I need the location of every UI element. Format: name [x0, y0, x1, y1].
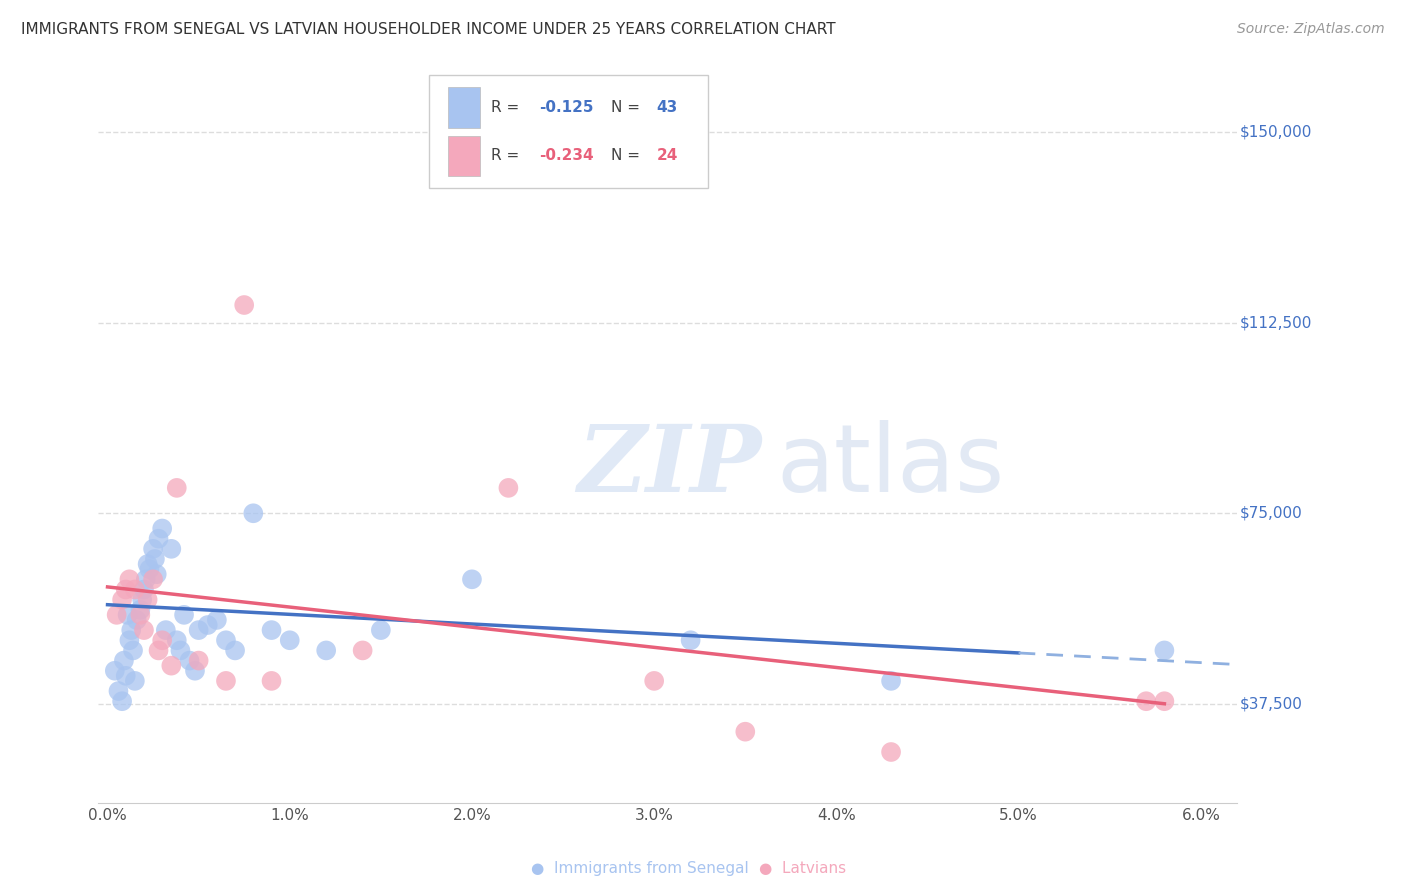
Text: 24: 24 [657, 148, 678, 163]
Point [278, 633, 301, 648]
Point [118, 633, 141, 648]
Text: -0.125: -0.125 [538, 100, 593, 115]
Point [124, 582, 146, 597]
Text: ZIP: ZIP [576, 421, 761, 511]
Point [242, 506, 264, 520]
FancyBboxPatch shape [429, 75, 707, 188]
Point [122, 643, 145, 657]
Point [111, 694, 134, 708]
Point [104, 664, 127, 678]
Point [315, 643, 337, 657]
Point [143, 552, 166, 566]
Point [114, 669, 136, 683]
Point [260, 673, 283, 688]
Point [138, 562, 160, 576]
Point [880, 673, 903, 688]
Point [148, 532, 170, 546]
Text: IMMIGRANTS FROM SENEGAL VS LATVIAN HOUSEHOLDER INCOME UNDER 25 YEARS CORRELATION: IMMIGRANTS FROM SENEGAL VS LATVIAN HOUSE… [21, 22, 835, 37]
Point [155, 623, 177, 637]
Point [125, 613, 148, 627]
Point [205, 613, 228, 627]
Point [132, 623, 155, 637]
Point [132, 582, 155, 597]
Point [145, 567, 167, 582]
Point [461, 572, 484, 586]
Point [1153, 694, 1175, 708]
Point [131, 592, 153, 607]
Point [111, 592, 134, 607]
Point [187, 654, 209, 668]
Point [114, 582, 136, 597]
Bar [449, 87, 479, 128]
Point [117, 607, 139, 622]
Point [142, 572, 165, 586]
Point [679, 633, 702, 648]
Point [150, 633, 173, 648]
Point [112, 654, 135, 668]
Point [187, 623, 209, 637]
Point [370, 623, 392, 637]
Text: atlas: atlas [776, 420, 1004, 512]
Text: ●  Immigrants from Senegal: ● Immigrants from Senegal [531, 861, 749, 876]
Text: N =: N = [612, 100, 645, 115]
Text: $37,500: $37,500 [1240, 697, 1302, 711]
Text: ●  Latvians: ● Latvians [759, 861, 846, 876]
Point [118, 572, 141, 586]
Point [129, 607, 152, 622]
Point [1153, 643, 1175, 657]
Text: Source: ZipAtlas.com: Source: ZipAtlas.com [1237, 22, 1385, 37]
Point [1135, 694, 1157, 708]
Text: $112,500: $112,500 [1240, 315, 1312, 330]
Text: $150,000: $150,000 [1240, 125, 1312, 140]
Text: R =: R = [491, 100, 524, 115]
Point [173, 607, 195, 622]
Point [643, 673, 665, 688]
Point [129, 603, 152, 617]
Point [166, 481, 188, 495]
Point [169, 643, 191, 657]
Text: N =: N = [612, 148, 645, 163]
Point [233, 298, 256, 312]
Point [260, 623, 283, 637]
Point [120, 623, 142, 637]
Point [136, 557, 159, 571]
Point [734, 724, 756, 739]
Text: -0.234: -0.234 [538, 148, 593, 163]
Point [179, 654, 201, 668]
Text: $75,000: $75,000 [1240, 506, 1302, 521]
Point [124, 673, 146, 688]
Point [215, 673, 238, 688]
Point [150, 521, 173, 535]
Point [498, 481, 520, 495]
Point [107, 684, 129, 698]
Point [184, 664, 207, 678]
Point [197, 618, 219, 632]
Point [215, 633, 238, 648]
Point [135, 572, 157, 586]
Point [148, 643, 170, 657]
Point [142, 541, 165, 556]
Point [160, 658, 183, 673]
Text: 43: 43 [657, 100, 678, 115]
Text: R =: R = [491, 148, 524, 163]
Point [105, 607, 128, 622]
Bar [449, 136, 479, 176]
Point [160, 541, 183, 556]
Point [224, 643, 246, 657]
Point [166, 633, 188, 648]
Point [352, 643, 374, 657]
Point [880, 745, 903, 759]
Point [136, 592, 159, 607]
